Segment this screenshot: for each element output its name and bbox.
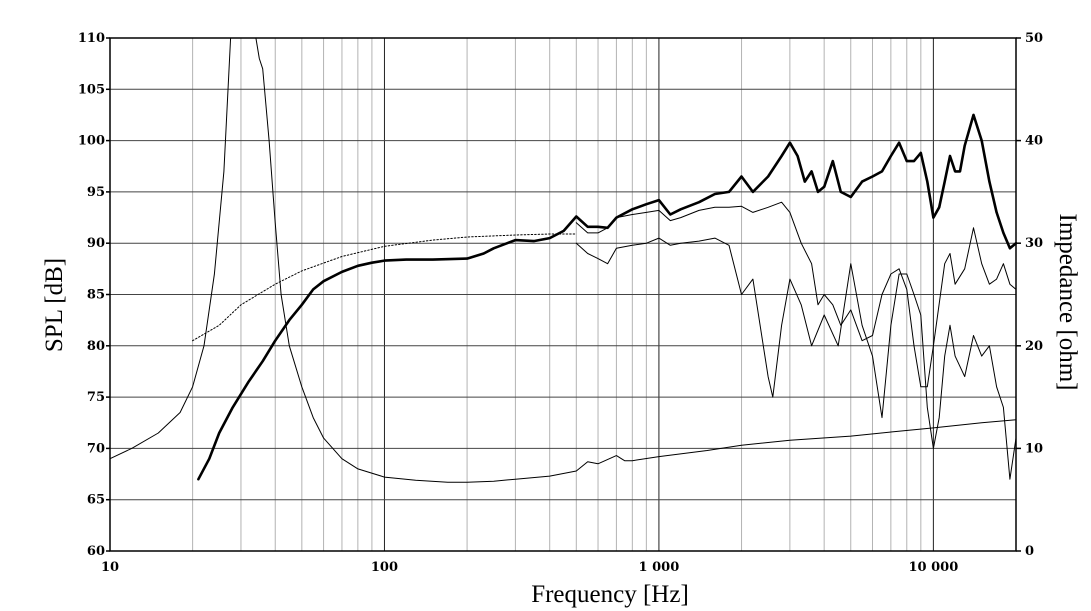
y-tick-label: 105	[78, 82, 105, 97]
y-tick-label: 90	[87, 236, 105, 251]
series-layer	[109, 37, 1018, 483]
y2-tick-label: 50	[1025, 31, 1043, 46]
y-tick-label: 80	[87, 339, 105, 354]
y2-axis-title: Impedance [ohm]	[1054, 213, 1081, 390]
y-tick-label: 60	[87, 544, 105, 559]
y2-tick-label: 40	[1025, 134, 1043, 149]
x-tick-label: 100	[371, 560, 398, 575]
x-tick-label: 1 000	[639, 560, 680, 575]
x-axis-title: Frequency [Hz]	[531, 581, 689, 608]
series-line-4	[575, 237, 1017, 480]
y-tick-label: 85	[87, 288, 105, 303]
tick-labels: 60 65 70 75 80 85 90 95 100 105 110 0 10 20 30 40 50 10 10…	[78, 31, 1043, 575]
y-tick-label: 70	[87, 441, 105, 456]
y-tick-label: 95	[87, 185, 105, 200]
series-line-1	[197, 113, 1018, 481]
x-tick-label: 10 000	[908, 560, 958, 575]
y2-tick-label: 10	[1025, 441, 1043, 456]
y-tick-label: 100	[78, 134, 105, 149]
y-tick-label: 110	[78, 31, 105, 46]
series-line-3	[575, 201, 1017, 388]
y-tick-label: 75	[87, 390, 105, 405]
series-line-2	[192, 233, 577, 342]
y-axis-title: SPL [dB]	[41, 258, 68, 352]
x-tick-label: 10	[101, 560, 119, 575]
y2-tick-label: 30	[1025, 236, 1043, 251]
y2-tick-label: 20	[1025, 339, 1043, 354]
y-tick-label: 65	[87, 493, 105, 508]
series-line-5	[109, 37, 1017, 483]
y2-tick-label: 0	[1025, 544, 1034, 559]
